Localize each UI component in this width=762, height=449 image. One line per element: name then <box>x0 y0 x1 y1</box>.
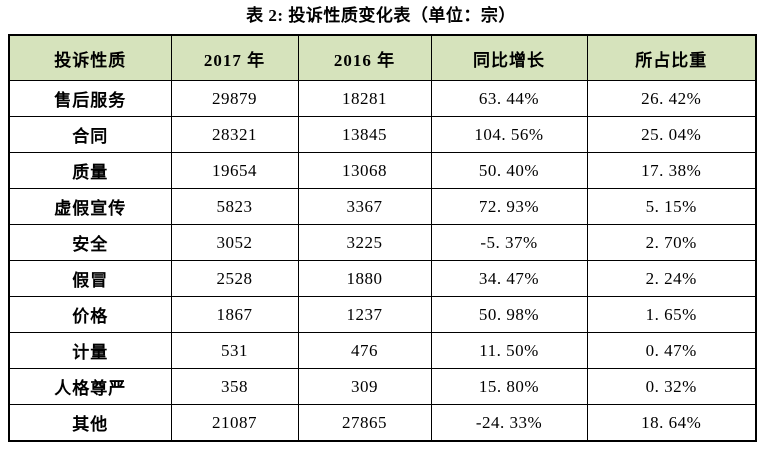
cell-2017: 21087 <box>170 404 299 442</box>
row-label: 计量 <box>8 332 172 369</box>
table-row: 计量 531 476 11. 50% 0. 47% <box>8 332 757 369</box>
table-header-row: 投诉性质 2017 年 2016 年 同比增长 所占比重 <box>8 34 757 81</box>
cell-share: 25. 04% <box>586 116 757 153</box>
cell-share: 18. 64% <box>586 404 757 442</box>
row-label: 价格 <box>8 296 172 333</box>
cell-2017: 1867 <box>170 296 299 333</box>
header-year-2016: 2016 年 <box>297 34 432 81</box>
cell-2017: 531 <box>170 332 299 369</box>
header-complaint-nature: 投诉性质 <box>8 34 172 81</box>
cell-2017: 5823 <box>170 188 299 225</box>
row-label: 安全 <box>8 224 172 261</box>
table-row: 其他 21087 27865 -24. 33% 18. 64% <box>8 404 757 442</box>
cell-share: 2. 24% <box>586 260 757 297</box>
cell-share: 1. 65% <box>586 296 757 333</box>
cell-2016: 27865 <box>297 404 432 442</box>
cell-2016: 18281 <box>297 80 432 117</box>
row-label: 售后服务 <box>8 80 172 117</box>
cell-share: 0. 47% <box>586 332 757 369</box>
cell-2016: 309 <box>297 368 432 405</box>
cell-growth: 34. 47% <box>430 260 588 297</box>
header-yoy-growth: 同比增长 <box>430 34 588 81</box>
cell-share: 0. 32% <box>586 368 757 405</box>
row-label: 假冒 <box>8 260 172 297</box>
header-year-2017: 2017 年 <box>170 34 299 81</box>
table-row: 虚假宣传 5823 3367 72. 93% 5. 15% <box>8 188 757 225</box>
cell-2016: 1237 <box>297 296 432 333</box>
cell-growth: -24. 33% <box>430 404 588 442</box>
cell-2017: 2528 <box>170 260 299 297</box>
table-row: 质量 19654 13068 50. 40% 17. 38% <box>8 152 757 189</box>
cell-share: 17. 38% <box>586 152 757 189</box>
cell-2016: 13068 <box>297 152 432 189</box>
cell-2017: 3052 <box>170 224 299 261</box>
table-row: 合同 28321 13845 104. 56% 25. 04% <box>8 116 757 153</box>
cell-growth: 104. 56% <box>430 116 588 153</box>
cell-2017: 358 <box>170 368 299 405</box>
cell-2016: 13845 <box>297 116 432 153</box>
table-row: 售后服务 29879 18281 63. 44% 26. 42% <box>8 80 757 117</box>
header-share: 所占比重 <box>586 34 757 81</box>
table-row: 安全 3052 3225 -5. 37% 2. 70% <box>8 224 757 261</box>
row-label: 其他 <box>8 404 172 442</box>
cell-growth: 15. 80% <box>430 368 588 405</box>
row-label: 合同 <box>8 116 172 153</box>
row-label: 虚假宣传 <box>8 188 172 225</box>
cell-share: 2. 70% <box>586 224 757 261</box>
complaint-nature-table: 投诉性质 2017 年 2016 年 同比增长 所占比重 售后服务 29879 … <box>8 34 757 442</box>
cell-growth: 63. 44% <box>430 80 588 117</box>
cell-2016: 476 <box>297 332 432 369</box>
cell-growth: 72. 93% <box>430 188 588 225</box>
table-title: 表 2: 投诉性质变化表（单位：宗） <box>246 6 516 25</box>
table-row: 价格 1867 1237 50. 98% 1. 65% <box>8 296 757 333</box>
cell-share: 26. 42% <box>586 80 757 117</box>
cell-2017: 28321 <box>170 116 299 153</box>
cell-2016: 3367 <box>297 188 432 225</box>
cell-share: 5. 15% <box>586 188 757 225</box>
cell-growth: 50. 98% <box>430 296 588 333</box>
cell-2017: 29879 <box>170 80 299 117</box>
row-label: 人格尊严 <box>8 368 172 405</box>
row-label: 质量 <box>8 152 172 189</box>
table-row: 人格尊严 358 309 15. 80% 0. 32% <box>8 368 757 405</box>
table-row: 假冒 2528 1880 34. 47% 2. 24% <box>8 260 757 297</box>
cell-growth: 50. 40% <box>430 152 588 189</box>
cell-2016: 1880 <box>297 260 432 297</box>
cell-2017: 19654 <box>170 152 299 189</box>
cell-2016: 3225 <box>297 224 432 261</box>
cell-growth: 11. 50% <box>430 332 588 369</box>
cell-growth: -5. 37% <box>430 224 588 261</box>
